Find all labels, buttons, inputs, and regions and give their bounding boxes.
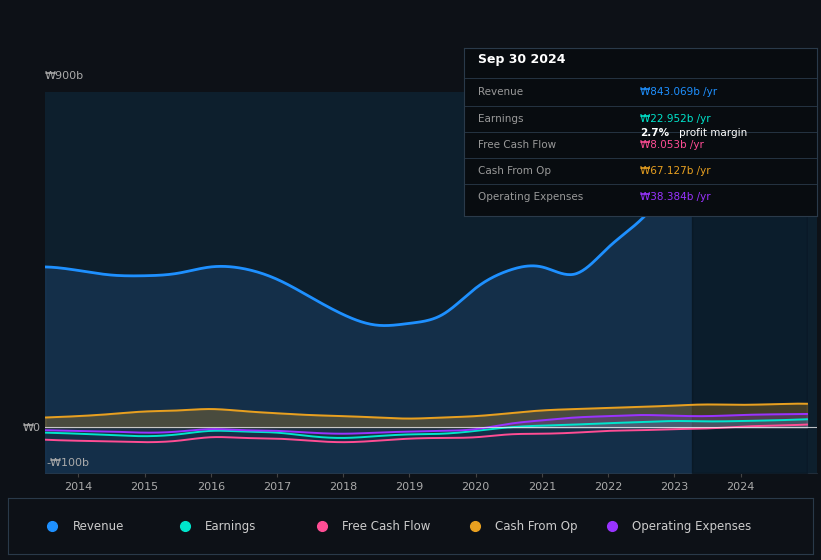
Text: Cash From Op: Cash From Op: [495, 520, 577, 533]
Text: Earnings: Earnings: [478, 114, 524, 124]
Text: Revenue: Revenue: [478, 87, 523, 97]
Text: ₩22.952b /yr: ₩22.952b /yr: [640, 114, 711, 124]
Text: Earnings: Earnings: [205, 520, 257, 533]
Text: ₩38.384b /yr: ₩38.384b /yr: [640, 192, 711, 202]
Text: ₩900b: ₩900b: [45, 71, 85, 81]
Text: profit margin: profit margin: [679, 128, 747, 138]
Text: Sep 30 2024: Sep 30 2024: [478, 53, 566, 66]
Text: Free Cash Flow: Free Cash Flow: [478, 140, 556, 150]
Text: ₩67.127b /yr: ₩67.127b /yr: [640, 166, 711, 176]
Text: 2.7%: 2.7%: [640, 128, 669, 138]
Text: -₩100b: -₩100b: [47, 458, 89, 468]
Text: ₩843.069b /yr: ₩843.069b /yr: [640, 87, 718, 97]
Text: ₩8.053b /yr: ₩8.053b /yr: [640, 140, 704, 150]
Text: Revenue: Revenue: [72, 520, 124, 533]
Text: Cash From Op: Cash From Op: [478, 166, 551, 176]
Text: Operating Expenses: Operating Expenses: [478, 192, 583, 202]
Text: Operating Expenses: Operating Expenses: [632, 520, 751, 533]
Text: Free Cash Flow: Free Cash Flow: [342, 520, 430, 533]
